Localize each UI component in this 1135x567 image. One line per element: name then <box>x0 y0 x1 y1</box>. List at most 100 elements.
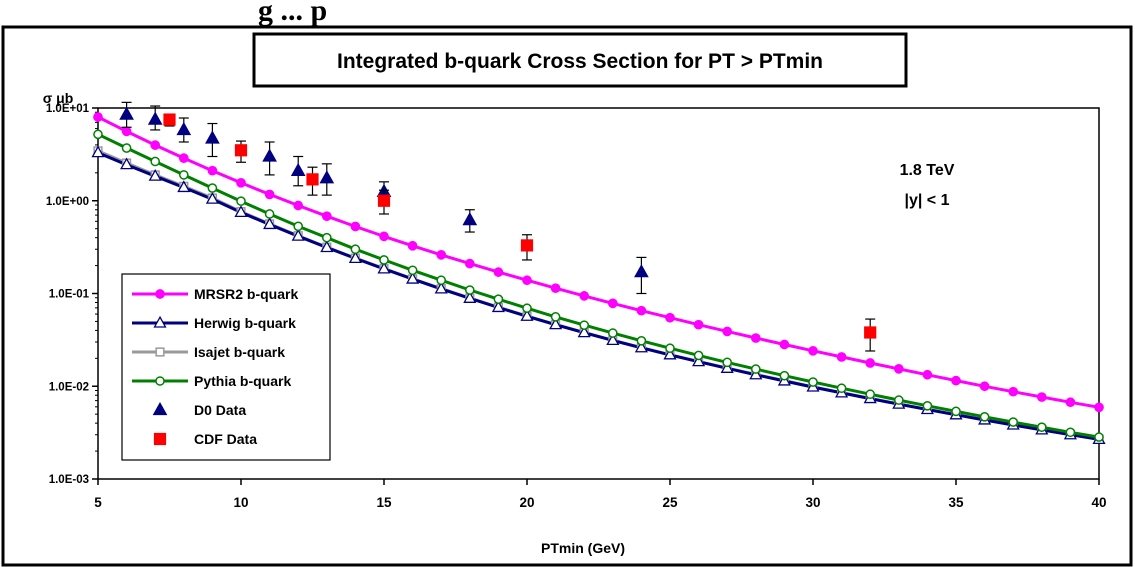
mrsr2-b-quark-point <box>836 352 847 362</box>
herwig-b-quark-point <box>634 340 648 353</box>
x-tick-label: 30 <box>805 495 820 510</box>
mrsr2-b-quark-point <box>436 250 447 260</box>
pythia-b-quark-point <box>350 244 361 255</box>
pythia-b-quark-point <box>464 285 475 295</box>
mrsr2-b-quark-point <box>1008 386 1019 397</box>
pythia-b-quark-point <box>750 364 761 374</box>
d0-data-point <box>319 170 335 184</box>
herwig-b-quark-point <box>177 180 191 193</box>
pythia-b-quark-point <box>264 209 275 219</box>
mrsr2-b-quark-point <box>951 375 961 386</box>
pythia-b-quark-point <box>150 156 161 167</box>
mrsr2-b-quark-point <box>93 112 103 122</box>
pythia-b-quark-point <box>236 196 246 206</box>
pythia-b-quark-point <box>436 275 447 286</box>
pythia-b-quark-point <box>893 395 904 405</box>
mrsr2-b-quark-point <box>922 369 933 380</box>
pythia-b-quark-point <box>93 129 103 140</box>
mrsr2-b-quark-point <box>722 326 733 337</box>
mrsr2-b-quark-point <box>264 189 275 200</box>
herwig-b-quark-point <box>434 281 448 294</box>
chart-title-box <box>252 32 908 88</box>
pythia-b-quark-point <box>693 350 704 361</box>
pythia-b-quark-point <box>1008 417 1019 427</box>
mrsr2-b-quark-point <box>979 381 990 392</box>
mrsr2-b-quark-point <box>121 126 132 137</box>
legend-swatch-marker <box>152 401 168 416</box>
mrsr2-b-quark-point <box>379 231 389 242</box>
herwig-b-quark-point <box>348 251 362 264</box>
d0-data-point <box>119 106 134 120</box>
herwig-b-quark-point <box>463 291 477 303</box>
cdf-data-point <box>520 239 534 252</box>
mrsr2-b-quark-point <box>779 339 790 350</box>
x-tick-label: 40 <box>1091 495 1106 510</box>
mrsr2-b-quark-point <box>293 200 304 211</box>
series-lines <box>97 115 1100 441</box>
mrsr2-b-quark-point <box>865 358 876 368</box>
cdf-data-point <box>377 194 391 207</box>
pythia-b-quark-point <box>607 328 618 338</box>
d0-data-point <box>262 148 277 162</box>
herwig-b-quark-point <box>692 354 706 367</box>
herwig-b-quark-point <box>377 261 391 274</box>
pythia-b-quark-point <box>779 370 790 381</box>
pythia-b-quark-point <box>1094 432 1104 442</box>
legend-label: Pythia b-quark <box>194 373 291 389</box>
mrsr2-b-quark-point <box>550 283 561 294</box>
pythia-b-quark-point <box>293 221 304 232</box>
herwig-b-quark-point <box>120 157 134 170</box>
pythia-b-quark-point <box>379 255 389 265</box>
herwig-b-quark-point <box>234 205 248 218</box>
herwig-b-quark-point <box>291 228 305 241</box>
annotation-energy: 1.8 TeV <box>900 162 955 179</box>
pythia-b-quark-point <box>1065 427 1076 438</box>
pythia-b-quark-point <box>808 377 818 387</box>
mrsr2-b-quark-point <box>1065 397 1076 408</box>
legend: MRSR2 b-quark Herwig b-quark Isajet b-quar… <box>121 273 331 461</box>
pythia-b-quark-point <box>579 320 590 330</box>
legend-label: Isajet b-quark <box>194 344 285 360</box>
legend-swatch-marker <box>155 289 165 299</box>
herwig-b-quark-point <box>205 191 219 204</box>
y-tick-label: 1.0E-01 <box>49 289 90 301</box>
herwig-b-quark-point <box>91 145 105 158</box>
d0-data-point <box>634 264 649 278</box>
pythia-b-quark-point <box>522 303 532 314</box>
cdf-data-point <box>234 144 248 157</box>
x-axis-label: PTmin (GeV) <box>541 540 625 556</box>
pythia-b-quark-point <box>922 401 933 411</box>
x-tick-label: 20 <box>519 495 534 510</box>
d0-data-point <box>147 111 163 125</box>
pythia-b-quark-point <box>665 343 675 354</box>
mrsr2-b-quark-point <box>693 319 704 330</box>
x-tick-label: 10 <box>233 495 248 510</box>
herwig-b-quark-point <box>406 271 420 284</box>
legend-label: CDF Data <box>194 431 257 447</box>
mrsr2-b-quark-point <box>236 177 246 188</box>
legend-box <box>121 273 331 461</box>
pythia-b-quark-point <box>407 265 418 276</box>
y-axis-label: σ μb <box>43 90 74 106</box>
d0-data-point <box>176 121 192 136</box>
cdf-data-point <box>306 173 319 186</box>
chart-title: Integrated b-quark Cross Section for PT … <box>337 50 823 73</box>
mrsr2-b-quark-point <box>150 140 161 150</box>
series-markers <box>91 101 1106 445</box>
herwig-b-quark-point <box>148 168 162 181</box>
herwig-b-quark-line <box>97 151 1100 441</box>
legend-swatch-marker <box>155 376 165 386</box>
mrsr2-b-quark-point <box>893 364 904 374</box>
pythia-b-quark-point <box>493 294 504 305</box>
legend-swatch-marker <box>153 432 167 446</box>
herwig-b-quark-point <box>606 333 620 346</box>
d0-data-point <box>290 162 306 177</box>
cdf-data-point <box>864 326 877 339</box>
y-tick-label: 1.0E-03 <box>49 474 89 486</box>
axes: 5 10 15 20 25 30 35 40 1.0E-03 1.0E-02 1.0E-01 1.0E… <box>46 103 1107 510</box>
herwig-b-quark-point <box>263 217 277 230</box>
mrsr2-b-quark-point <box>464 258 475 269</box>
mrsr2-b-quark-point <box>750 333 761 343</box>
pythia-b-quark-point <box>865 389 876 400</box>
